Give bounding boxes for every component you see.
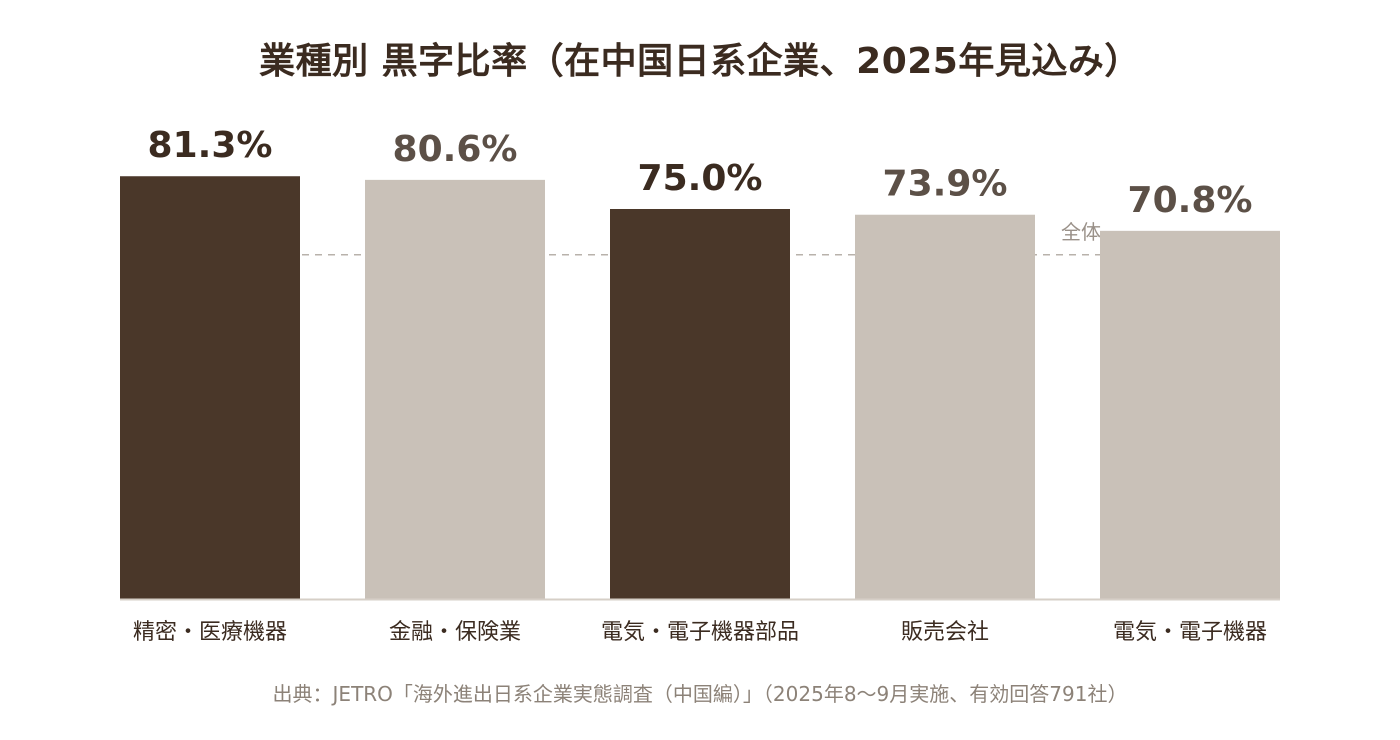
bar [120,176,300,600]
data-label: 70.8% [1128,180,1253,221]
category-label: 電気・電子機器 [1113,620,1267,645]
bar [610,209,790,599]
category-label: 金融・保険業 [389,620,521,645]
data-label: 81.3% [148,125,273,166]
data-label: 73.9% [883,164,1008,205]
category-label: 販売会社 [901,620,989,645]
chart-title: 業種別 黒字比率（在中国日系企業、2025年見込み） [259,41,1141,82]
data-label: 75.0% [638,158,763,199]
reference-line-label: 全体 [1061,220,1101,244]
bar [365,179,545,599]
bar [855,214,1035,599]
category-label: 精密・医療機器 [133,620,287,645]
bar [1100,230,1280,599]
data-label: 80.6% [393,129,518,170]
source-note: 出典：JETRO「海外進出日系企業実態調査（中国編）」（2025年8〜9月実施、… [272,682,1128,706]
category-label: 電気・電子機器部品 [601,620,799,645]
